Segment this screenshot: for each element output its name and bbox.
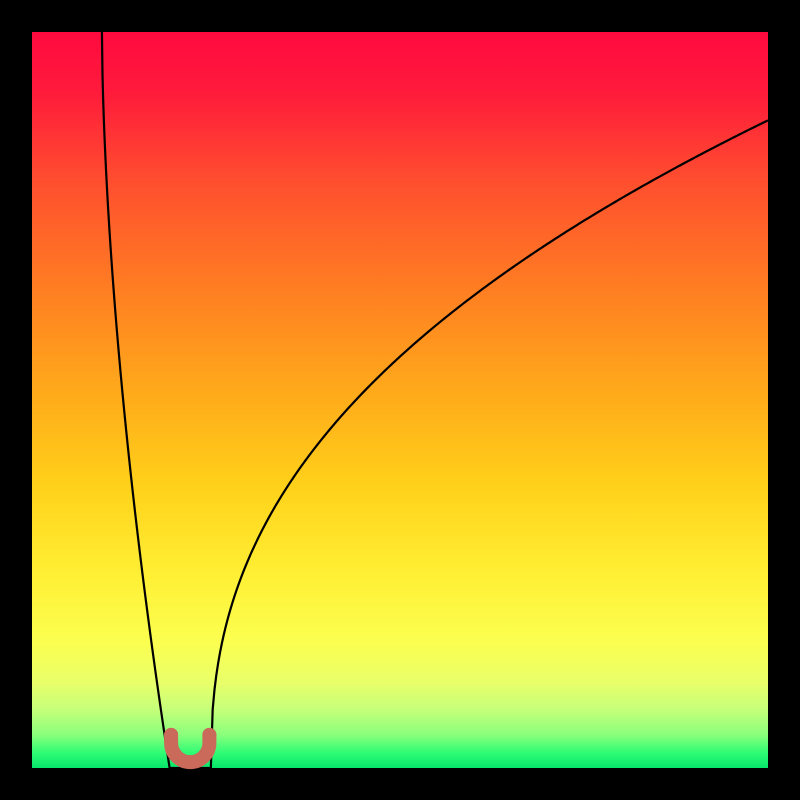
gradient-plot-area	[32, 32, 768, 768]
chart-stage: TheBottleneck.com	[0, 0, 800, 800]
dip-u-cap-right	[202, 728, 216, 742]
chart-svg	[0, 0, 800, 800]
dip-u-cap-left	[164, 728, 178, 742]
